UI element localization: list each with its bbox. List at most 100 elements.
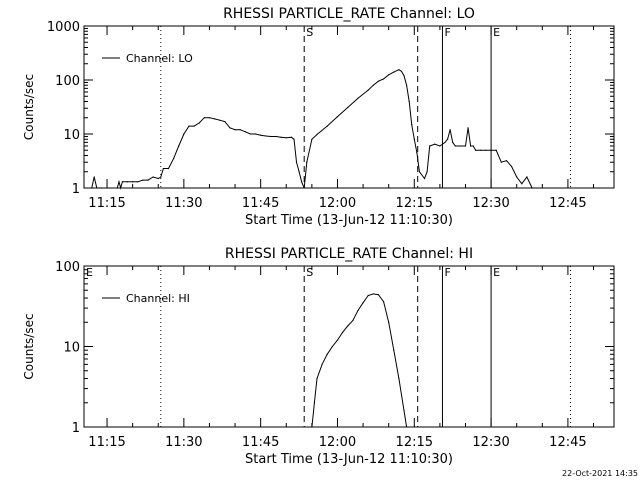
data-point xyxy=(93,176,95,178)
data-point xyxy=(393,71,395,73)
data-point xyxy=(418,171,421,173)
footer-timestamp: 22-Oct-2021 14:35 xyxy=(562,469,638,478)
x-tick-label: 12:30 xyxy=(472,196,509,211)
data-point xyxy=(406,426,408,428)
data-point xyxy=(423,177,426,180)
data-point xyxy=(311,426,313,428)
x-tick-label: 12:00 xyxy=(319,435,356,450)
data-point xyxy=(398,69,400,71)
data-point xyxy=(452,141,454,143)
event-marker-label: E xyxy=(493,26,500,39)
data-point xyxy=(505,160,508,162)
data-point xyxy=(510,165,513,168)
data-point xyxy=(485,149,487,151)
x-tick-label: 12:15 xyxy=(396,435,433,450)
data-point xyxy=(142,179,144,181)
event-marker-label: F xyxy=(444,26,450,39)
data-point xyxy=(224,120,226,123)
data-point xyxy=(229,127,231,129)
data-point xyxy=(275,135,277,138)
data-point xyxy=(313,402,316,404)
y-tick-label: 100 xyxy=(55,74,80,89)
data-point xyxy=(439,145,441,147)
data-point xyxy=(303,187,305,189)
data-point xyxy=(336,116,339,118)
data-point xyxy=(298,171,300,173)
data-point xyxy=(188,125,190,127)
data-point xyxy=(198,122,200,124)
data-point xyxy=(293,138,295,140)
data-point xyxy=(120,187,122,189)
data-point xyxy=(147,179,149,181)
data-point xyxy=(406,84,408,86)
data-point xyxy=(162,167,164,170)
data-point xyxy=(467,127,469,129)
data-point xyxy=(426,171,428,173)
data-point xyxy=(316,377,318,380)
data-point xyxy=(83,187,85,189)
data-point xyxy=(336,339,339,341)
data-point xyxy=(234,129,236,131)
data-point xyxy=(132,181,134,183)
data-point xyxy=(362,302,364,304)
data-point xyxy=(167,167,170,170)
data-point xyxy=(372,84,374,86)
data-point xyxy=(411,123,413,126)
panel-lo: RHESSI PARTICLE_RATE Channel: LO Start Ti… xyxy=(22,6,615,228)
data-point xyxy=(213,118,216,120)
data-point xyxy=(400,70,403,72)
data-point xyxy=(480,149,482,151)
data-point xyxy=(377,294,380,296)
data-point xyxy=(280,136,282,138)
data-point xyxy=(326,125,328,127)
data-point xyxy=(137,181,139,183)
data-point xyxy=(526,176,528,178)
data-point xyxy=(429,145,431,147)
data-point xyxy=(500,161,502,163)
data-point xyxy=(295,161,298,163)
data-point xyxy=(126,181,129,183)
data-point xyxy=(459,145,461,147)
data-point xyxy=(444,141,446,143)
panel-hi: RHESSI PARTICLE_RATE Channel: HI Start Ti… xyxy=(22,246,615,467)
data-point xyxy=(516,176,518,178)
x-tick-label: 11:30 xyxy=(165,435,202,450)
data-point xyxy=(193,125,195,127)
series-line xyxy=(84,69,533,190)
legend-label: Channel: HI xyxy=(126,292,190,305)
legend-label: Channel: LO xyxy=(126,52,193,65)
x-tick-label: 12:30 xyxy=(472,435,509,450)
data-point xyxy=(470,145,472,147)
data-point xyxy=(357,309,359,312)
data-point xyxy=(96,187,98,189)
data-point xyxy=(367,294,369,297)
data-point xyxy=(382,78,385,80)
data-point xyxy=(157,177,159,180)
plot-frame xyxy=(83,265,615,428)
data-point xyxy=(91,187,93,189)
event-marker-label: S xyxy=(306,26,313,39)
data-point xyxy=(341,331,344,333)
data-point xyxy=(388,74,390,76)
data-point xyxy=(160,176,162,178)
x-tick-label: 11:15 xyxy=(88,435,125,450)
data-point xyxy=(388,321,390,323)
data-point xyxy=(270,135,272,138)
data-point xyxy=(321,363,323,365)
plot-frame xyxy=(83,25,615,189)
data-point xyxy=(372,293,374,295)
data-point xyxy=(326,353,328,355)
x-tick-label: 12:00 xyxy=(319,196,356,211)
data-point xyxy=(398,377,400,380)
data-point xyxy=(472,145,474,147)
x-tick-label: 12:45 xyxy=(549,435,586,450)
data-point xyxy=(393,349,395,351)
data-point xyxy=(352,319,354,322)
series-line xyxy=(311,293,408,428)
data-point xyxy=(403,75,405,77)
data-point xyxy=(316,133,318,136)
data-point xyxy=(239,129,241,131)
data-point xyxy=(173,158,175,160)
data-point xyxy=(311,138,313,140)
